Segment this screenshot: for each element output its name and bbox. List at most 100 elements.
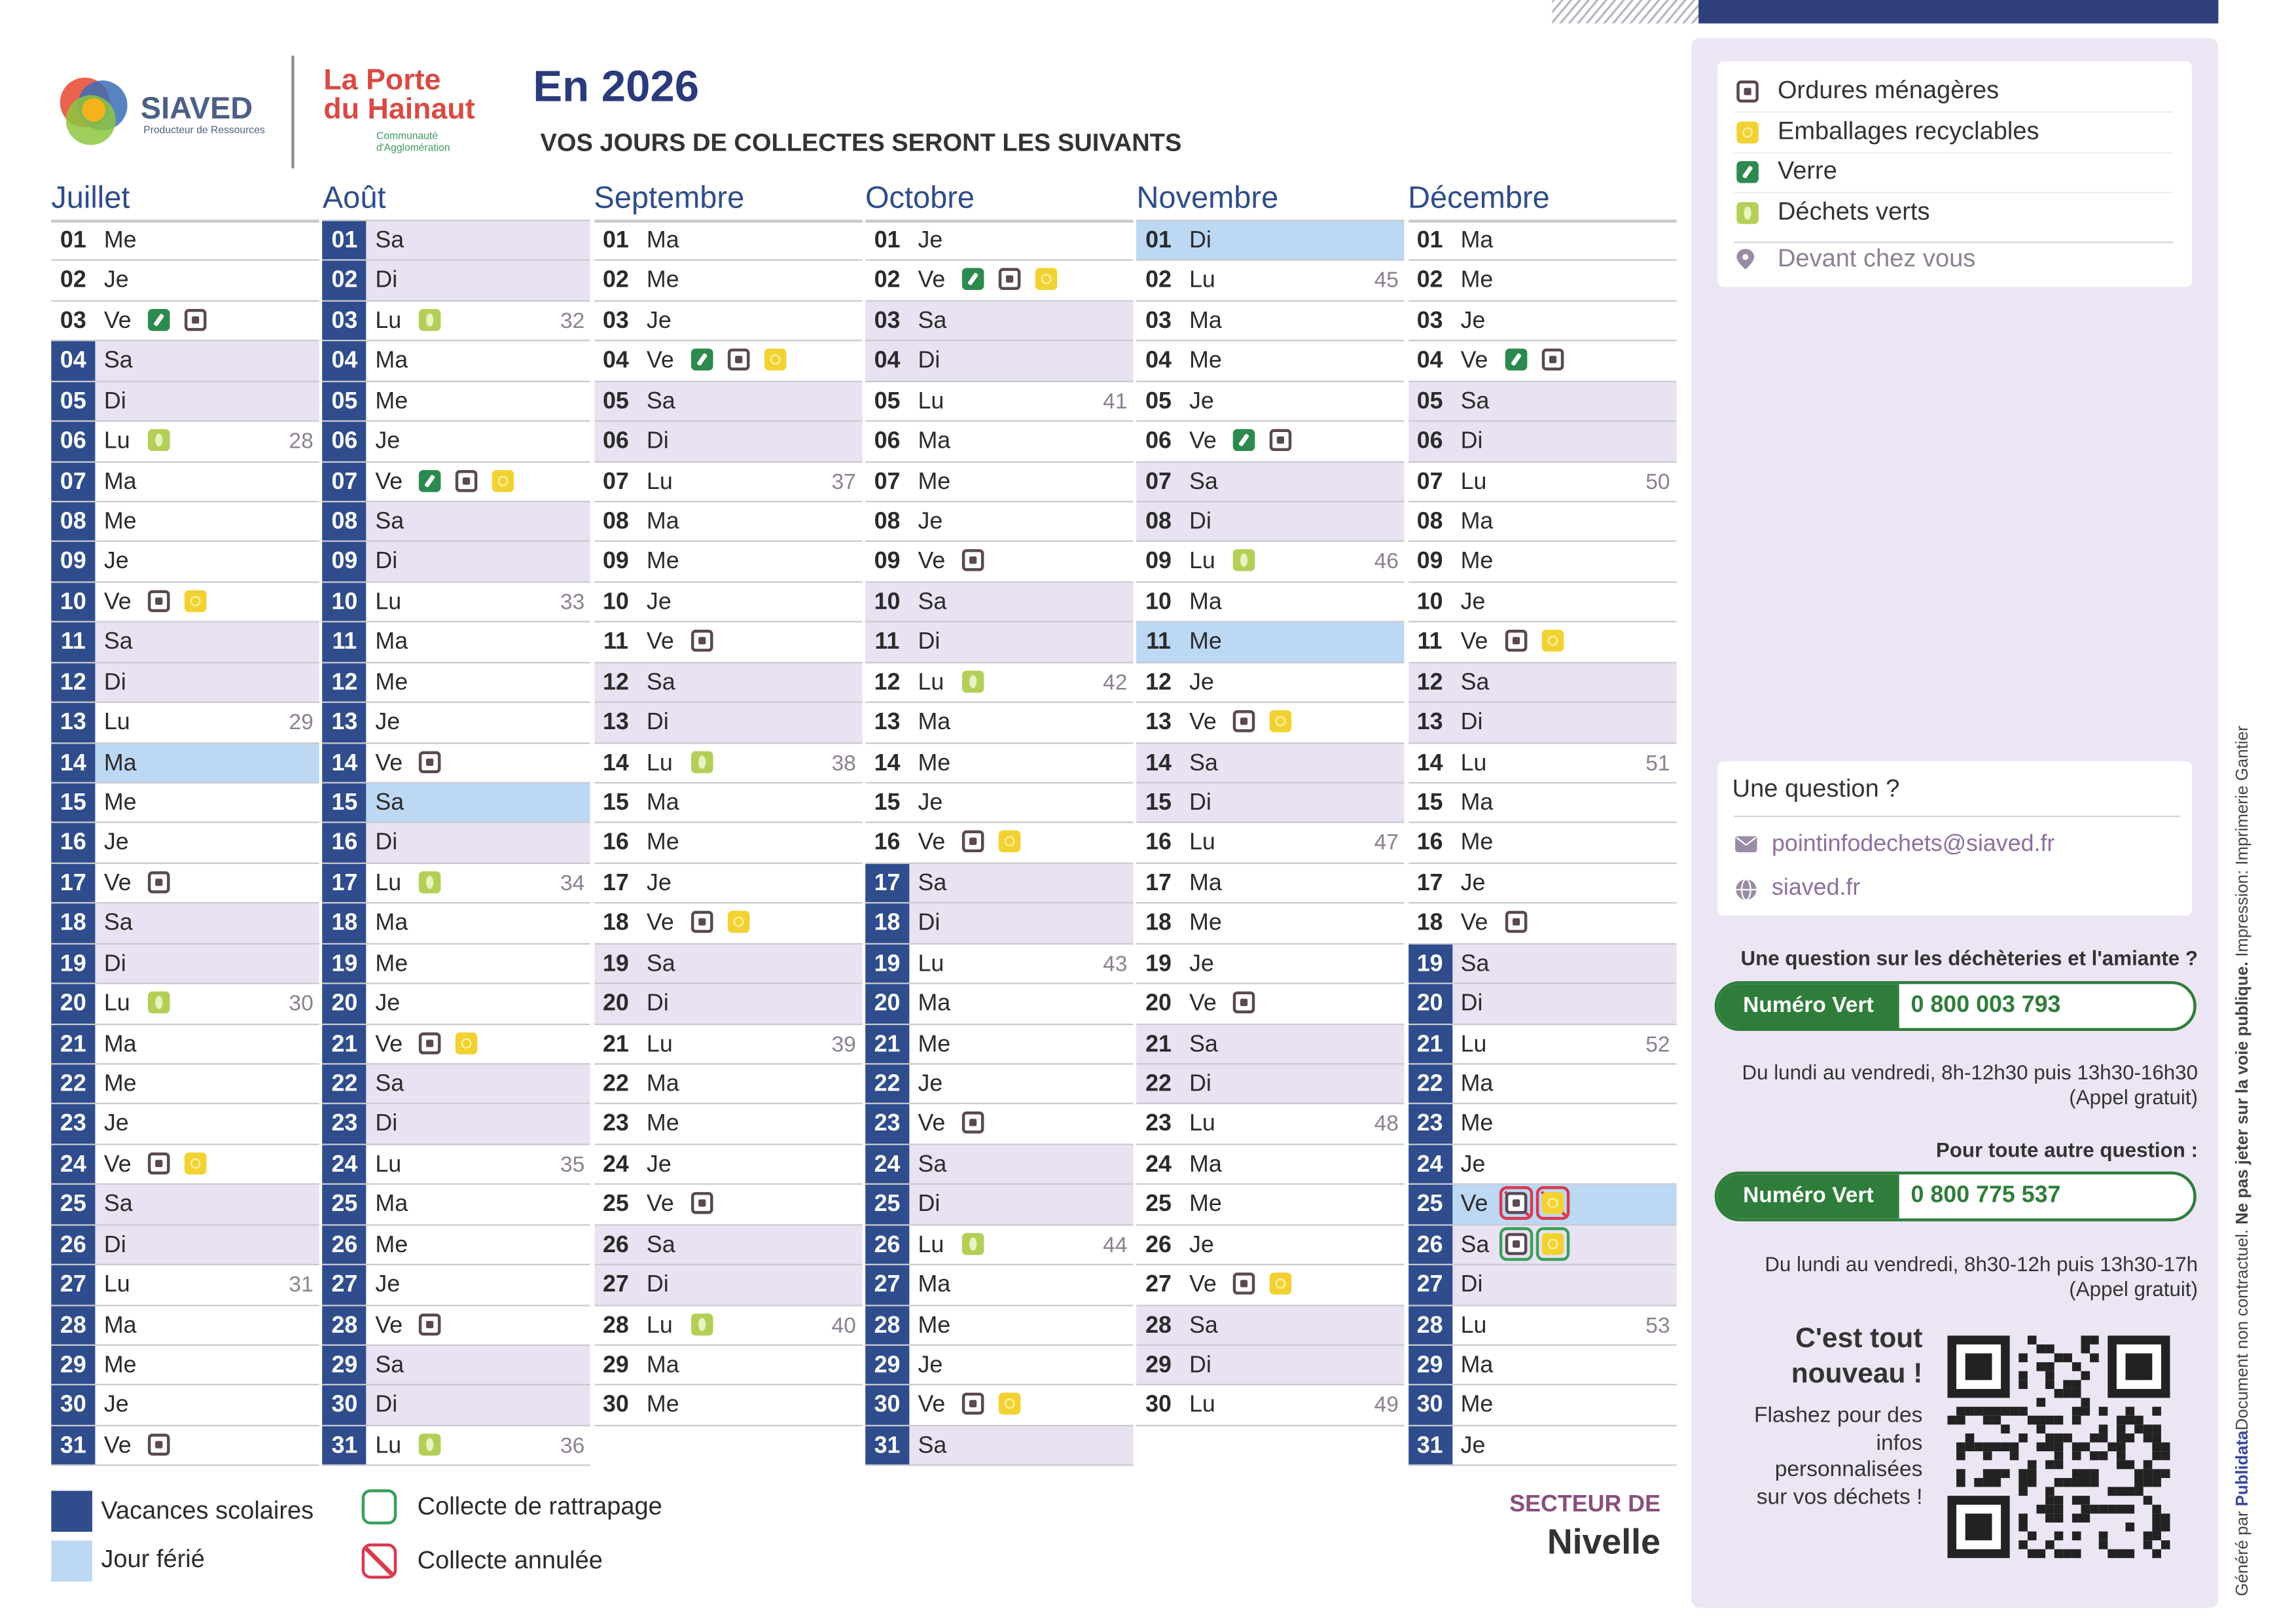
qr-module: [2090, 1451, 2099, 1460]
weekday: Je: [646, 308, 672, 334]
qr-module: [2116, 1460, 2126, 1470]
day-number: 10: [603, 590, 629, 615]
weekday: Sa: [1460, 951, 1490, 977]
weekday: Ve: [1189, 429, 1217, 454]
qr-module: [2152, 1442, 2161, 1452]
day-number: 07: [874, 469, 901, 495]
waste-icon: [961, 670, 984, 693]
day-number: 27: [51, 1265, 96, 1305]
day-row: 06 Je: [322, 422, 591, 462]
waste-icon: [419, 1312, 442, 1335]
day-row: 19 Je: [1136, 944, 1405, 984]
day-row: 13 Ma: [865, 703, 1134, 744]
weekday: Lu: [1460, 750, 1487, 776]
qr-module: [2081, 1513, 2090, 1523]
day-row: 26 Sa: [1408, 1225, 1676, 1266]
weekday: Sa: [103, 1192, 133, 1218]
day-row: 12 Sa: [1408, 662, 1676, 704]
weekday: Ma: [375, 911, 408, 937]
day-number: 06: [51, 422, 96, 461]
waste-icon: [998, 831, 1021, 854]
day-number: 22: [322, 1064, 367, 1104]
weekday: Lu: [646, 1312, 673, 1338]
qr-module: [1992, 1477, 2001, 1487]
day-row: 01 Je: [865, 221, 1134, 262]
week-number: 37: [831, 469, 856, 495]
day-row: 09 Lu 46: [1136, 543, 1405, 583]
weekday: Ma: [646, 228, 679, 254]
day-row: 15 Ma: [1408, 784, 1676, 824]
qr-module: [1982, 1407, 1992, 1416]
weekday: Lu: [1189, 831, 1215, 856]
weekday: Sa: [918, 590, 947, 615]
waste-icon: [1504, 1233, 1527, 1255]
day-row: 23 Lu 48: [1136, 1105, 1405, 1146]
key-vacation-swatch: [51, 1490, 92, 1532]
day-row: 14 Lu 51: [1408, 744, 1676, 784]
weekday: Di: [1189, 228, 1211, 254]
day-number: 26: [51, 1225, 96, 1265]
qr-module: [2027, 1469, 2037, 1478]
week-number: 28: [289, 429, 314, 454]
day-number: 08: [874, 509, 901, 535]
day-number: 28: [51, 1305, 96, 1344]
weekday: Lu: [103, 991, 130, 1017]
legend-label: Verre: [1777, 156, 1837, 185]
weekday: Sa: [918, 1433, 947, 1459]
day-row: 21 Sa: [1136, 1024, 1405, 1065]
month-name: Octobre: [865, 181, 1134, 223]
waste-icon: [1270, 710, 1292, 732]
day-number: 24: [865, 1145, 910, 1184]
weekday: Lu: [375, 308, 402, 334]
qr-module: [2045, 1513, 2054, 1523]
weekday: Ma: [1460, 1353, 1494, 1379]
weekday: Lu: [1189, 268, 1215, 294]
weekday: Di: [375, 549, 398, 575]
weekday: Je: [646, 1152, 672, 1178]
weekday: Sa: [375, 228, 404, 254]
day-number: 23: [322, 1104, 367, 1144]
day-row: 18 Sa: [51, 904, 319, 945]
week-number: 46: [1374, 549, 1399, 575]
waste-icon: [1736, 201, 1759, 224]
day-number: 28: [1145, 1312, 1172, 1338]
qr-module: [2125, 1415, 2135, 1425]
qr-module: [2081, 1442, 2090, 1452]
day-row: 01 Me: [51, 221, 319, 262]
qr-module: [2018, 1540, 2028, 1549]
side-disclaimer: Document non contractuel.: [2234, 1229, 2252, 1431]
qr-text-line: Flashez pour des: [1753, 1403, 1923, 1428]
day-number: 06: [1416, 429, 1443, 454]
qr-module: [2036, 1549, 2046, 1559]
day-number: 22: [1408, 1064, 1452, 1104]
weekday: Me: [1189, 349, 1222, 374]
day-number: 16: [603, 831, 629, 856]
qr-module: [2027, 1477, 2037, 1487]
qr-module: [2152, 1433, 2161, 1443]
key-holiday: Jour férié: [101, 1545, 205, 1573]
day-row: 29 Me: [51, 1346, 319, 1386]
day-row: 12 Sa: [594, 662, 862, 704]
waste-icon: [961, 268, 984, 291]
day-row: 17 Je: [1408, 864, 1676, 904]
day-number: 29: [1408, 1346, 1452, 1385]
qr-module: [2018, 1513, 2028, 1523]
day-number: 28: [603, 1312, 629, 1338]
qr-module: [2054, 1415, 2064, 1425]
weekday: Je: [375, 1272, 401, 1298]
waste-icon: [726, 911, 749, 933]
qr-module: [2108, 1504, 2117, 1514]
day-number: 09: [603, 549, 629, 575]
waste-icon: [1233, 1272, 1255, 1295]
qr-module: [2063, 1353, 2072, 1363]
day-number: 06: [603, 429, 629, 454]
sector-label: SECTEUR DE: [1509, 1492, 1660, 1517]
qr-module: [2045, 1344, 2054, 1354]
weekday: Sa: [918, 871, 947, 896]
weekday: Ma: [1460, 228, 1494, 254]
qr-module: [2018, 1469, 2028, 1478]
day-row: 23 Me: [1408, 1104, 1676, 1146]
day-number: 25: [603, 1192, 629, 1218]
day-number: 18: [1416, 911, 1443, 937]
weekday: Me: [375, 389, 408, 414]
